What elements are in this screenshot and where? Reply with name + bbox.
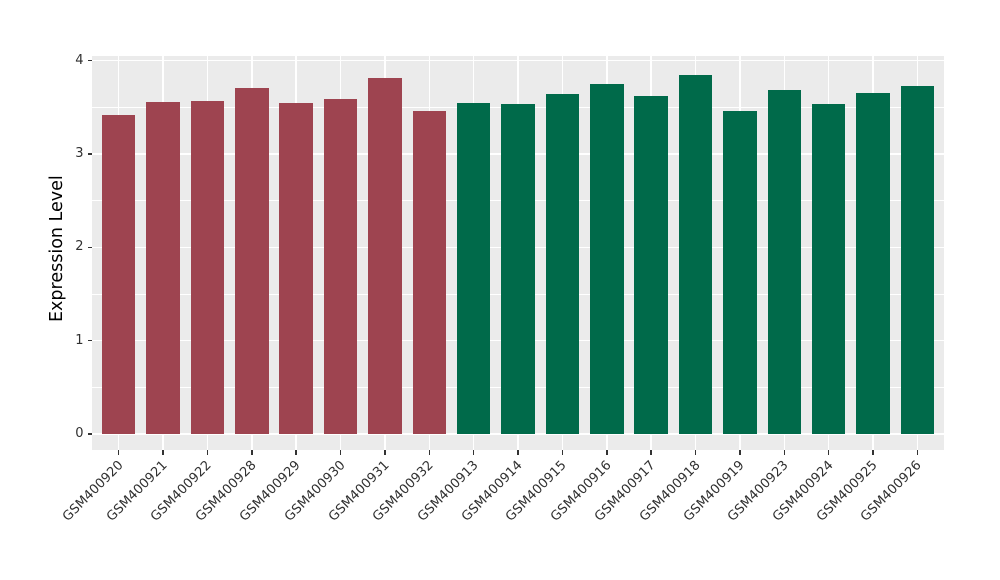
bar bbox=[412, 111, 446, 434]
bar bbox=[368, 78, 402, 434]
x-axis-tick bbox=[916, 450, 919, 455]
x-axis-tick-label: GSM400926 bbox=[858, 458, 925, 525]
x-axis-tick bbox=[783, 450, 785, 455]
y-axis-tick bbox=[87, 339, 92, 342]
x-axis-tick bbox=[827, 450, 830, 455]
bar bbox=[101, 114, 136, 434]
bar bbox=[323, 98, 358, 434]
bar bbox=[811, 104, 846, 434]
bar bbox=[190, 100, 225, 434]
bar bbox=[501, 103, 535, 434]
y-axis-tick bbox=[87, 433, 92, 435]
bar bbox=[456, 102, 491, 434]
x-axis-tick bbox=[561, 450, 564, 455]
bar bbox=[146, 101, 180, 434]
x-axis-tick bbox=[606, 450, 608, 455]
bar bbox=[900, 85, 935, 434]
bar bbox=[545, 94, 580, 434]
bar bbox=[235, 87, 269, 434]
bar bbox=[590, 83, 624, 434]
y-axis-tick-label: 3 bbox=[75, 145, 84, 161]
x-axis-tick bbox=[162, 450, 164, 455]
y-axis-tick-label: 2 bbox=[75, 239, 84, 255]
x-axis-tick bbox=[739, 450, 741, 455]
x-axis-tick bbox=[339, 450, 342, 455]
y-axis-tick-label: 0 bbox=[75, 426, 84, 441]
bar bbox=[634, 96, 668, 434]
x-axis-tick bbox=[694, 450, 697, 455]
plot-panel bbox=[92, 56, 944, 450]
x-axis-tick bbox=[206, 450, 209, 455]
y-axis-tick bbox=[87, 59, 92, 62]
y-axis-tick bbox=[87, 246, 92, 249]
x-axis-tick bbox=[872, 450, 874, 455]
bar bbox=[767, 90, 801, 434]
bar bbox=[856, 93, 890, 434]
x-axis-tick bbox=[384, 450, 386, 455]
x-axis-tick bbox=[295, 450, 297, 455]
y-axis-tick-label: 4 bbox=[75, 52, 84, 68]
y-axis-tick bbox=[87, 153, 92, 155]
bar bbox=[723, 111, 757, 434]
x-axis-tick bbox=[428, 450, 430, 455]
bar bbox=[678, 74, 713, 434]
x-axis-tick bbox=[251, 450, 253, 455]
x-axis-tick bbox=[117, 450, 120, 455]
y-axis-tick-label: 1 bbox=[75, 332, 84, 348]
x-axis-tick bbox=[472, 450, 475, 455]
bar bbox=[279, 102, 313, 434]
x-axis-tick bbox=[517, 450, 519, 455]
x-axis-tick bbox=[650, 450, 652, 455]
